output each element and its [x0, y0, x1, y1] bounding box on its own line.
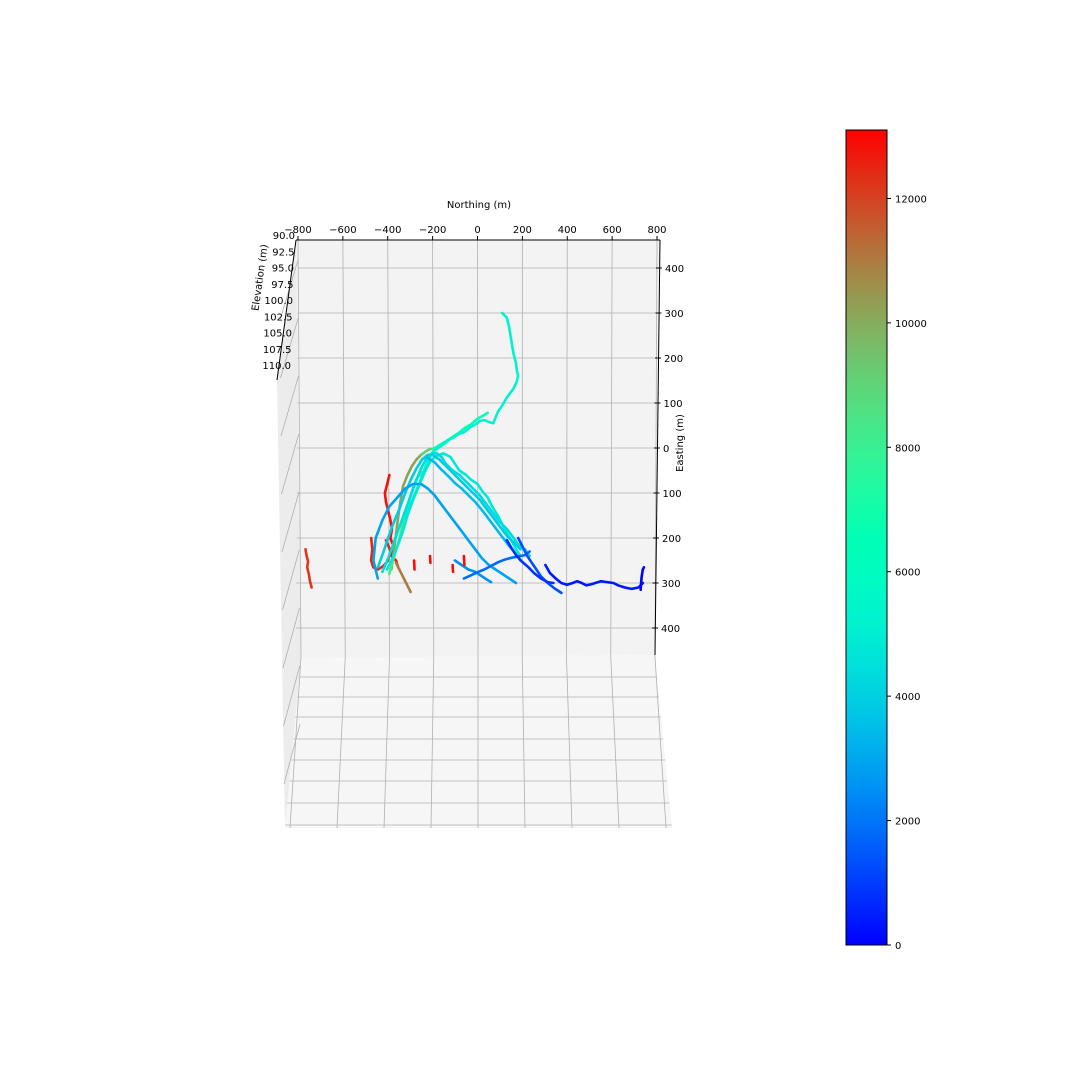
grid-line-z	[282, 549, 300, 611]
colorbar-tick-label: 8000	[895, 443, 920, 454]
grid-line-z	[280, 317, 299, 379]
trajectory-line	[453, 559, 493, 584]
grid-line-x	[610, 239, 620, 829]
trajectory-line	[369, 536, 392, 571]
trajectory-line	[462, 550, 531, 580]
z-ticks: 90.0 92.5 95.0 97.5 100.0 102.5 105.0 107.5 110.…	[262, 231, 295, 372]
x-tick-label: 200	[513, 225, 532, 236]
axes-panes	[277, 240, 672, 828]
z-tick-label: 97.5	[271, 280, 293, 291]
trajectory-line	[426, 456, 522, 562]
grid-line-x	[654, 239, 667, 829]
grid-line-x	[521, 239, 526, 829]
z-tick-label: 90.0	[273, 231, 295, 242]
x-tick-label: −200	[419, 225, 446, 236]
trajectory-line	[419, 447, 435, 457]
z-tick-label: 102.5	[264, 312, 293, 323]
y-tick-label: 0	[663, 444, 669, 455]
grid-line-z	[282, 607, 300, 669]
y-tick-label: 400	[665, 264, 684, 275]
y-axis-title: Easting (m)	[675, 414, 686, 472]
x-axis-title: Northing (m)	[447, 200, 511, 211]
colorbar-tick-label: 4000	[895, 692, 920, 703]
trajectory-line	[639, 565, 646, 592]
colorbar-tick-label: 2000	[895, 817, 920, 828]
y-tick-label: 200	[662, 534, 681, 545]
x-tick-label: 600	[603, 225, 622, 236]
colorbar-tick-label: 12000	[895, 194, 927, 205]
y-tick-label: 400	[661, 624, 680, 635]
z-tick-label: 95.0	[272, 264, 294, 275]
x-ticks: −800 −600 −400 −200 0 200 400 600 800	[284, 225, 667, 240]
colorbar-ticks: 0 2000 4000 6000 8000 10000 12000	[887, 194, 927, 952]
trajectory-line	[394, 561, 412, 594]
grid-line-x	[383, 239, 390, 829]
trajectory-line	[376, 453, 522, 569]
trajectory-line	[432, 411, 489, 451]
x-tick-label: 800	[647, 225, 666, 236]
z-tick-label: 100.0	[264, 296, 293, 307]
y-tick-label: 300	[665, 309, 684, 320]
grid-line-z	[281, 491, 300, 553]
colorbar-tick-label: 10000	[895, 319, 927, 330]
grid-line-x	[289, 239, 302, 829]
z-tick-label: 107.5	[263, 345, 292, 356]
y-tick-label: 100	[663, 489, 682, 500]
trajectory-line	[381, 452, 531, 574]
trajectory-line	[544, 563, 645, 591]
colorbar-tick-label: 0	[895, 941, 901, 952]
x-tick-label: −400	[374, 225, 401, 236]
trajectory-line	[462, 554, 466, 567]
z-tick-label: 110.0	[262, 361, 291, 372]
trajectory-line	[401, 311, 520, 522]
colorbar: 0 2000 4000 6000 8000 10000 12000	[845, 129, 927, 952]
grid-line-z	[280, 375, 299, 437]
trajectory-line	[304, 547, 313, 589]
y-tick-label: 200	[664, 354, 683, 365]
y-ticks: 400 300 200 100 0 100 200 300 400	[652, 264, 684, 635]
x-tick-label: −600	[329, 225, 356, 236]
floor-pane	[285, 655, 672, 828]
grid-line-z	[283, 665, 301, 727]
z-axis-line	[276, 239, 297, 381]
trajectory-line	[505, 538, 555, 585]
y-tick-label: 100	[664, 399, 683, 410]
trajectory-line	[516, 536, 563, 595]
grid-line-x	[430, 239, 435, 829]
grid-line-z	[283, 723, 301, 785]
colorbar-gradient	[845, 129, 888, 946]
grid-line-z	[281, 433, 300, 495]
y-tick-label: 300	[662, 579, 681, 590]
x-tick-label: −800	[284, 225, 311, 236]
grid-lines	[279, 239, 672, 829]
grid-line-x	[566, 239, 573, 829]
grid-line-x	[477, 239, 479, 828]
z-tick-label: 105.0	[263, 329, 292, 340]
z-tick-label: 92.5	[272, 247, 294, 258]
x-tick-label: 0	[474, 225, 480, 236]
trajectory-series	[304, 311, 646, 595]
x-tick-label: 400	[558, 225, 577, 236]
colorbar-tick-label: 6000	[895, 568, 920, 579]
grid-line-x	[336, 239, 346, 829]
